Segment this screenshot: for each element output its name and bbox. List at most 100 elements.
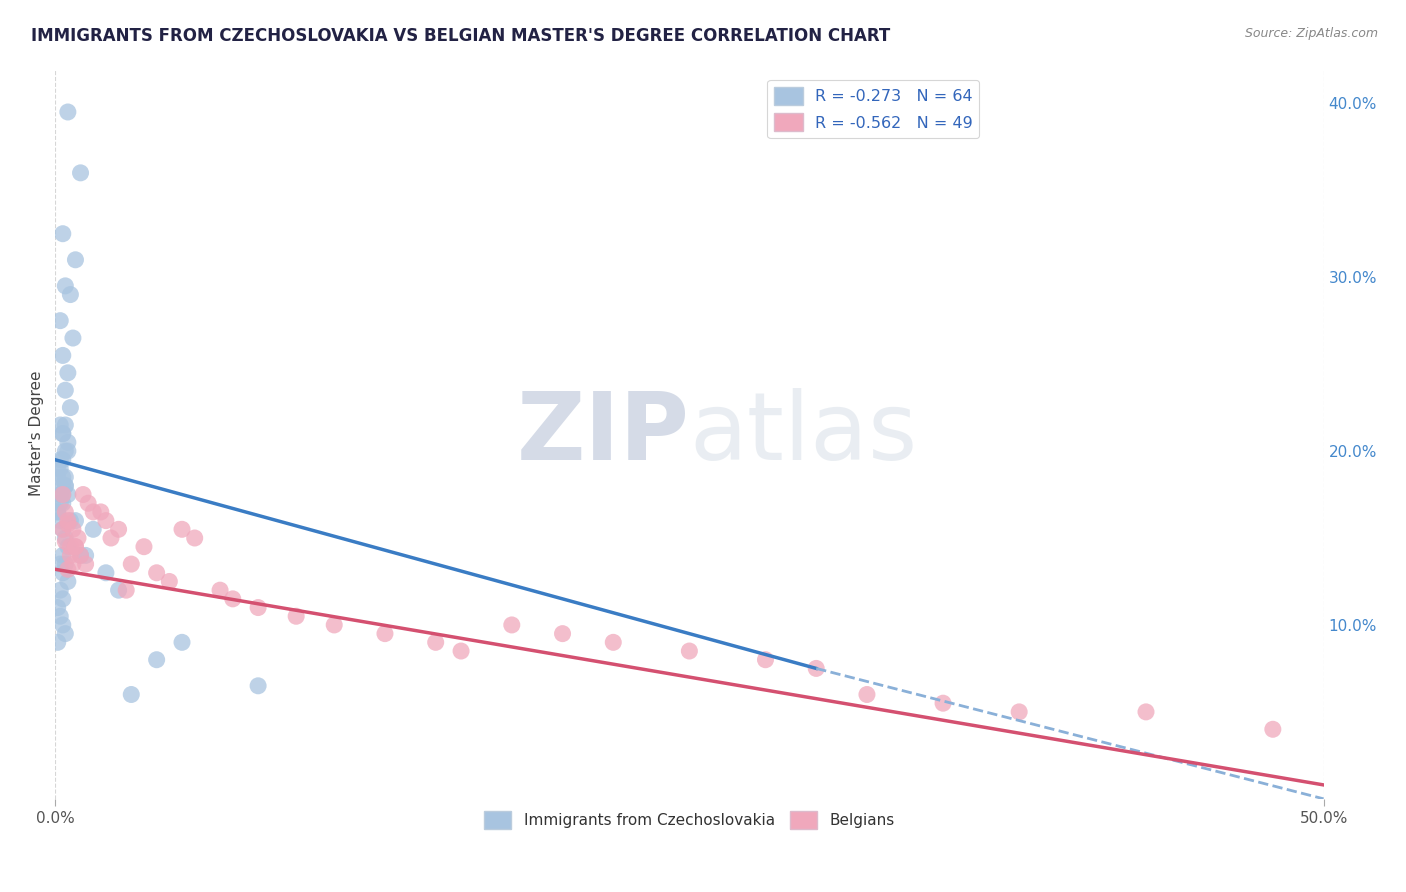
Point: [49, 313, 72, 327]
Point: [49, 487, 72, 501]
Point: [222, 591, 245, 606]
Point: [52, 426, 75, 441]
Point: [52, 522, 75, 536]
Point: [115, 583, 138, 598]
Point: [100, 531, 122, 545]
Point: [53, 479, 76, 493]
Point: [94, 514, 117, 528]
Point: [53, 444, 76, 458]
Point: [107, 583, 129, 598]
Text: Source: ZipAtlas.com: Source: ZipAtlas.com: [1244, 27, 1378, 40]
Point: [52, 479, 75, 493]
Text: atlas: atlas: [689, 388, 918, 480]
Point: [53, 531, 76, 545]
Point: [754, 653, 776, 667]
Point: [59, 287, 82, 301]
Point: [132, 540, 155, 554]
Point: [806, 661, 828, 675]
Point: [46, 600, 69, 615]
Point: [170, 522, 193, 536]
Point: [107, 522, 129, 536]
Point: [52, 348, 75, 362]
Point: [678, 644, 700, 658]
Point: [374, 626, 396, 640]
Point: [120, 688, 142, 702]
Point: [90, 505, 112, 519]
Point: [49, 417, 72, 432]
Point: [53, 626, 76, 640]
Point: [52, 549, 75, 563]
Point: [56, 562, 79, 576]
Point: [53, 383, 76, 397]
Point: [69, 166, 91, 180]
Point: [49, 496, 72, 510]
Point: [932, 696, 955, 710]
Point: [59, 549, 82, 563]
Point: [56, 105, 79, 120]
Point: [77, 496, 100, 510]
Point: [59, 514, 82, 528]
Text: ZIP: ZIP: [516, 388, 689, 480]
Point: [59, 401, 82, 415]
Point: [551, 626, 574, 640]
Point: [52, 566, 75, 580]
Point: [425, 635, 447, 649]
Point: [56, 574, 79, 589]
Point: [65, 252, 87, 267]
Point: [62, 522, 84, 536]
Point: [285, 609, 308, 624]
Point: [1261, 723, 1284, 737]
Point: [62, 557, 84, 571]
Point: [52, 452, 75, 467]
Point: [1008, 705, 1031, 719]
Point: [52, 487, 75, 501]
Point: [209, 583, 232, 598]
Point: [56, 444, 79, 458]
Point: [52, 426, 75, 441]
Point: [56, 366, 79, 380]
Point: [53, 470, 76, 484]
Point: [247, 600, 270, 615]
Point: [56, 435, 79, 450]
Point: [46, 505, 69, 519]
Point: [145, 653, 167, 667]
Point: [53, 505, 76, 519]
Point: [49, 452, 72, 467]
Point: [75, 557, 97, 571]
Point: [52, 470, 75, 484]
Point: [856, 688, 879, 702]
Point: [66, 531, 89, 545]
Point: [56, 514, 79, 528]
Point: [65, 540, 87, 554]
Point: [72, 487, 94, 501]
Point: [46, 505, 69, 519]
Point: [49, 583, 72, 598]
Point: [157, 574, 180, 589]
Point: [49, 461, 72, 475]
Point: [69, 549, 91, 563]
Point: [59, 540, 82, 554]
Point: [170, 635, 193, 649]
Text: IMMIGRANTS FROM CZECHOSLOVAKIA VS BELGIAN MASTER'S DEGREE CORRELATION CHART: IMMIGRANTS FROM CZECHOSLOVAKIA VS BELGIA…: [31, 27, 890, 45]
Point: [62, 331, 84, 345]
Point: [52, 591, 75, 606]
Point: [183, 531, 205, 545]
Point: [56, 540, 79, 554]
Point: [53, 557, 76, 571]
Point: [56, 487, 79, 501]
Y-axis label: Master's Degree: Master's Degree: [30, 371, 44, 497]
Point: [49, 609, 72, 624]
Point: [323, 618, 346, 632]
Point: [65, 540, 87, 554]
Point: [49, 487, 72, 501]
Point: [1135, 705, 1157, 719]
Point: [247, 679, 270, 693]
Point: [52, 496, 75, 510]
Legend: Immigrants from Czechoslovakia, Belgians: Immigrants from Czechoslovakia, Belgians: [478, 805, 901, 835]
Point: [46, 461, 69, 475]
Point: [56, 517, 79, 532]
Point: [94, 566, 117, 580]
Point: [75, 549, 97, 563]
Point: [53, 534, 76, 549]
Point: [53, 417, 76, 432]
